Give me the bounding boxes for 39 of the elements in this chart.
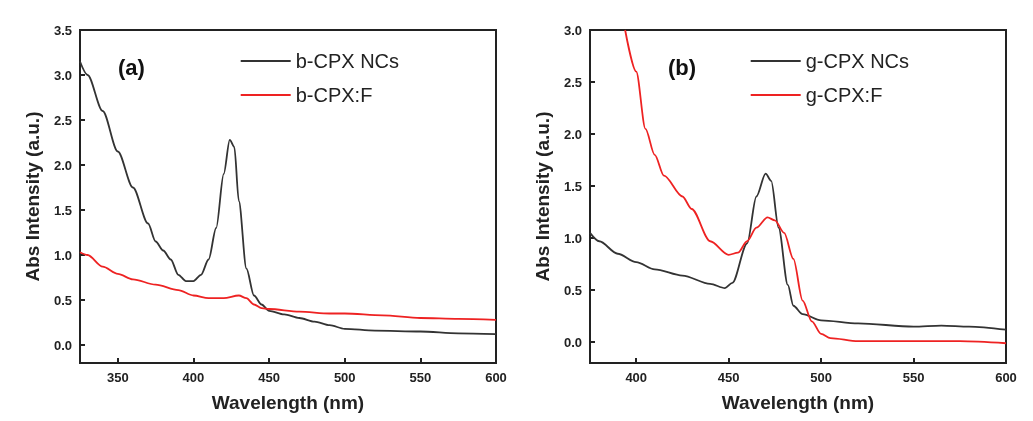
- x-axis-title: Wavelength (nm): [211, 392, 365, 413]
- legend-label: g-CPX:F: [805, 84, 883, 106]
- annotation: (b): [668, 54, 697, 80]
- y-axis-title: Abs Intensity (a.u.): [22, 111, 43, 282]
- x-tick-label: 550: [902, 370, 925, 385]
- y-tick-label: 3.0: [563, 22, 582, 38]
- y-tick-label: 2.5: [563, 74, 582, 90]
- y-tick-label: 1.0: [563, 230, 582, 246]
- x-tick-label: 450: [717, 370, 740, 385]
- legend-label: g-CPX NCs: [805, 50, 910, 72]
- y-tick-label: 0.5: [53, 292, 72, 308]
- x-tick-label: 500: [810, 370, 832, 385]
- x-tick-label: 500: [333, 370, 356, 385]
- line-series: [624, 29, 1007, 345]
- y-tick-label: 1.0: [53, 247, 72, 263]
- annotation: (a): [118, 54, 145, 80]
- y-tick-label: 1.5: [563, 178, 582, 194]
- x-tick-label: 400: [625, 370, 648, 385]
- y-axis-title: Abs Intensity (a.u.): [532, 111, 553, 282]
- y-tick-label: 3.0: [53, 67, 72, 83]
- y-tick-label: 2.0: [563, 126, 582, 142]
- x-tick-label: 400: [182, 370, 205, 385]
- y-tick-label: 1.5: [53, 202, 72, 218]
- y-tick-label: 3.5: [53, 22, 72, 38]
- y-tick-label: 2.0: [53, 157, 72, 173]
- line-series: [79, 251, 497, 321]
- x-tick-label: 350: [106, 370, 129, 385]
- legend-label: b-CPX NCs: [295, 50, 400, 72]
- line-series: [589, 172, 1007, 331]
- x-axis-title: Wavelength (nm): [721, 392, 875, 413]
- x-tick-label: 600: [995, 370, 1017, 385]
- y-tick-label: 2.5: [53, 112, 72, 128]
- x-tick-label: 600: [485, 370, 507, 385]
- x-tick-label: 450: [258, 370, 280, 385]
- y-tick-label: 0.0: [563, 334, 582, 350]
- x-tick-label: 550: [409, 370, 432, 385]
- legend-label: b-CPX:F: [295, 84, 373, 106]
- y-tick-label: 0.0: [53, 337, 72, 353]
- y-tick-label: 0.5: [563, 282, 582, 298]
